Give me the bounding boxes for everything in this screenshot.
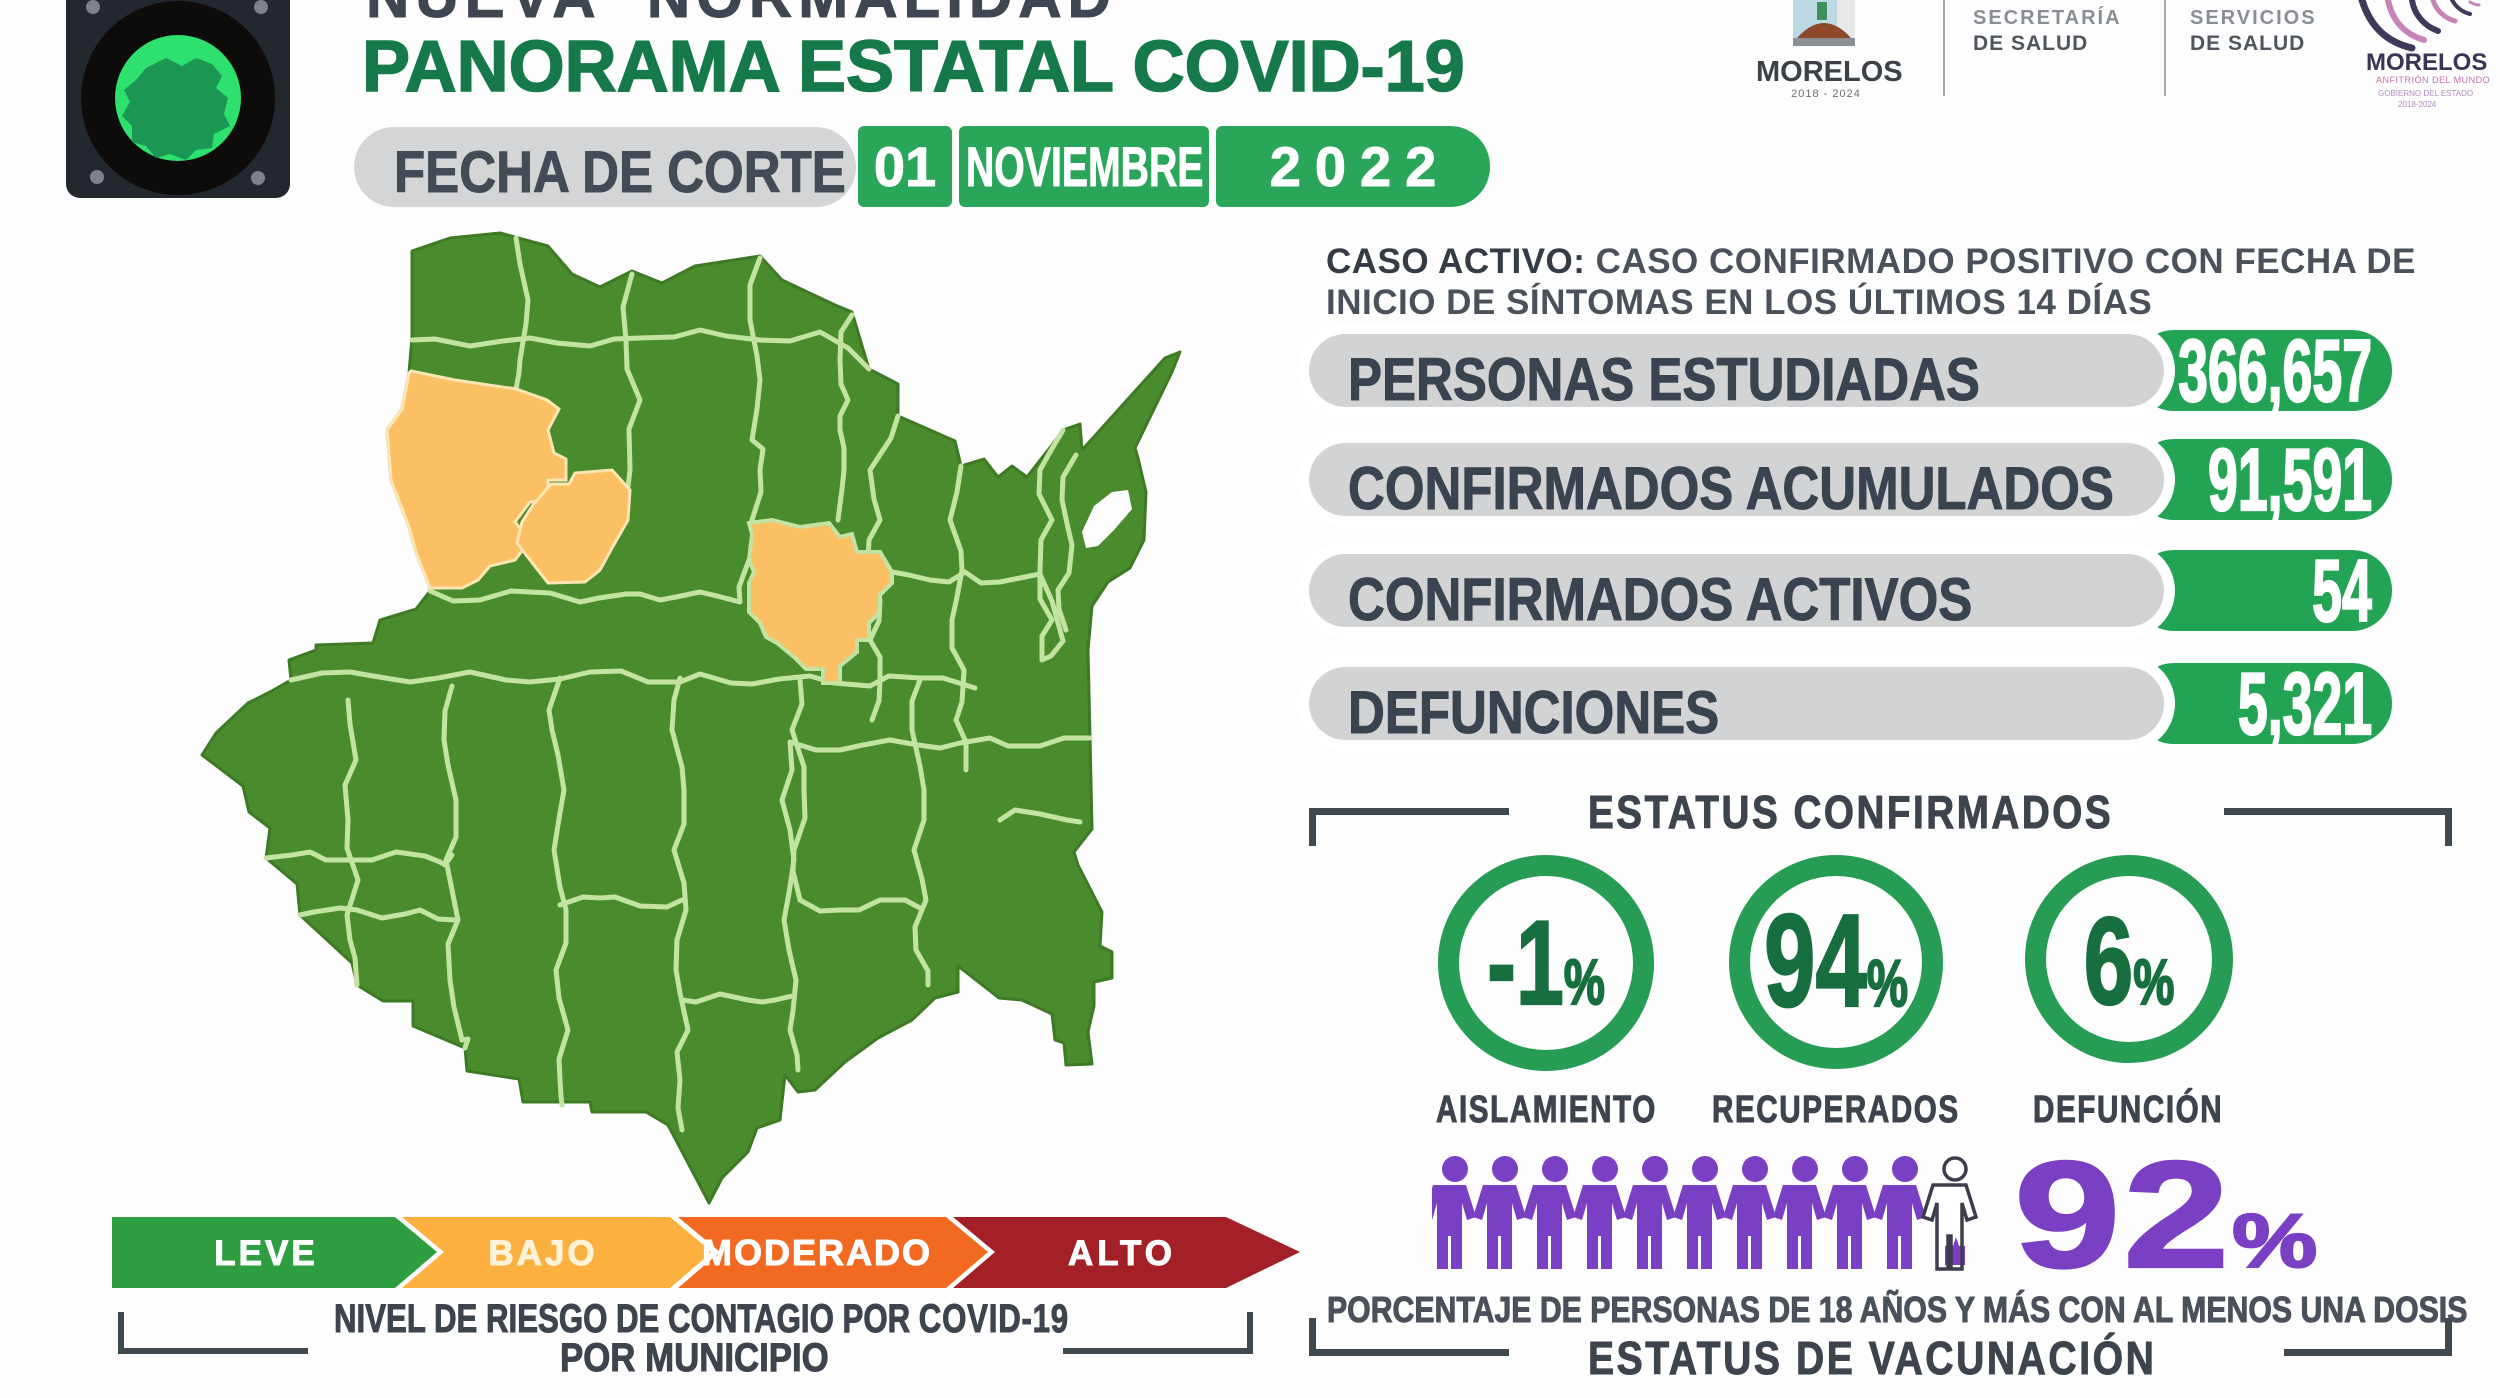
svg-text:BAJO: BAJO xyxy=(488,1234,597,1273)
svg-text:MORELOS: MORELOS xyxy=(2366,49,2487,76)
svg-text:2018-2024: 2018-2024 xyxy=(2398,100,2437,109)
svg-text:MODERADO: MODERADO xyxy=(702,1232,932,1273)
svg-text:ANFITRIÓN DEL MUNDO: ANFITRIÓN DEL MUNDO xyxy=(2376,75,2490,85)
svg-text:GOBIERNO DEL ESTADO: GOBIERNO DEL ESTADO xyxy=(2378,89,2473,98)
svg-text:ALTO: ALTO xyxy=(1068,1234,1176,1273)
svg-text:LEVE: LEVE xyxy=(214,1234,317,1273)
